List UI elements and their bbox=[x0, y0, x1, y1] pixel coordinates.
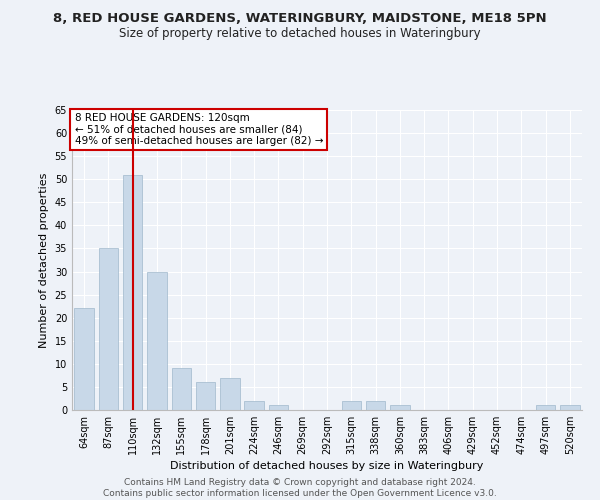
Text: 8, RED HOUSE GARDENS, WATERINGBURY, MAIDSTONE, ME18 5PN: 8, RED HOUSE GARDENS, WATERINGBURY, MAID… bbox=[53, 12, 547, 26]
Bar bbox=[123, 174, 142, 410]
Bar bbox=[99, 248, 118, 410]
Bar bbox=[172, 368, 191, 410]
Bar bbox=[536, 406, 555, 410]
Text: Contains HM Land Registry data © Crown copyright and database right 2024.
Contai: Contains HM Land Registry data © Crown c… bbox=[103, 478, 497, 498]
Y-axis label: Number of detached properties: Number of detached properties bbox=[39, 172, 49, 348]
Bar bbox=[244, 401, 264, 410]
Text: 8 RED HOUSE GARDENS: 120sqm
← 51% of detached houses are smaller (84)
49% of sem: 8 RED HOUSE GARDENS: 120sqm ← 51% of det… bbox=[74, 113, 323, 146]
Bar bbox=[74, 308, 94, 410]
Bar bbox=[196, 382, 215, 410]
Bar bbox=[390, 406, 410, 410]
Text: Size of property relative to detached houses in Wateringbury: Size of property relative to detached ho… bbox=[119, 28, 481, 40]
Bar bbox=[341, 401, 361, 410]
Bar bbox=[366, 401, 385, 410]
Bar bbox=[560, 406, 580, 410]
Bar bbox=[269, 406, 288, 410]
Bar bbox=[147, 272, 167, 410]
X-axis label: Distribution of detached houses by size in Wateringbury: Distribution of detached houses by size … bbox=[170, 461, 484, 471]
Bar bbox=[220, 378, 239, 410]
